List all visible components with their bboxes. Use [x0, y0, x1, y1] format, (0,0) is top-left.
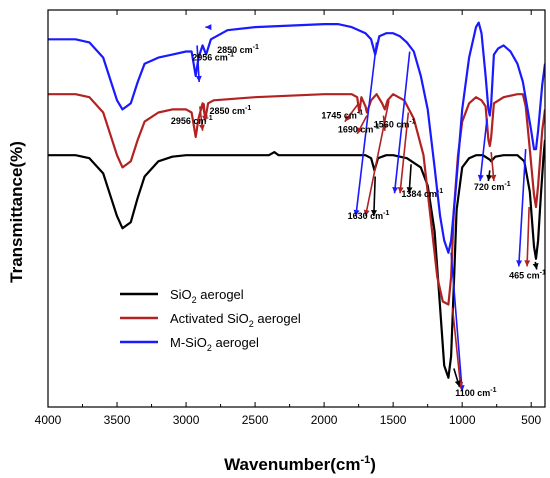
peak-label: 2850 cm-1 [217, 44, 259, 55]
peak-arrow [532, 261, 539, 270]
peak-label: 2956 cm-1 [192, 52, 234, 63]
peak-label: 1745 cm-1 [321, 110, 363, 121]
x-axis-title: Wavenumber(cm-1) [224, 454, 376, 474]
peak-arrow [205, 24, 212, 31]
peak-arrow [353, 42, 378, 217]
peak-arrow [490, 152, 497, 182]
peak-arrow [397, 112, 410, 194]
peak-arrow [406, 164, 413, 194]
peak-arrow [392, 51, 411, 194]
legend-label: M-SiO2 aerogel [170, 335, 259, 353]
peak-arrow [344, 102, 360, 123]
peak-label: 1560 cm-1 [374, 119, 416, 130]
peak-arrow [195, 45, 202, 83]
series-line-1 [48, 93, 545, 306]
series-line-2 [48, 21, 545, 254]
legend: SiO2 aerogel Activated SiO2 aerogel M-SiO2… [120, 287, 301, 353]
legend-label: SiO2 aerogel [170, 287, 244, 305]
x-tick-label: 3000 [173, 413, 200, 427]
peak-label: 1630 cm-1 [348, 210, 390, 221]
peak-label: 2956 cm-1 [171, 115, 213, 126]
peak-arrow [524, 206, 531, 267]
peak-arrow [516, 149, 527, 267]
peak-arrow [477, 118, 488, 182]
peak-arrow [453, 368, 461, 388]
legend-label: Activated SiO2 aerogel [170, 311, 301, 329]
x-tick-label: 4000 [35, 413, 62, 427]
x-tick-label: 500 [521, 413, 541, 427]
plot-frame [47, 9, 546, 408]
x-tick-label: 2000 [311, 413, 338, 427]
x-tick-label: 3500 [104, 413, 131, 427]
peak-label: 1384 cm-1 [401, 188, 443, 199]
peak-label: 2850 cm-1 [210, 105, 252, 116]
y-axis-title: Transmittance(%) [7, 141, 26, 283]
peak-arrow [356, 115, 368, 135]
peak-arrow [371, 176, 378, 217]
peak-arrow [486, 170, 493, 182]
x-tick-label: 1000 [449, 413, 476, 427]
x-tick-label: 1500 [380, 413, 407, 427]
series-line-0 [48, 139, 545, 379]
peak-label: 720 cm-1 [474, 181, 511, 192]
peak-label: 1100 cm-1 [455, 387, 496, 398]
peak-arrow [198, 106, 205, 131]
x-tick-label: 2500 [242, 413, 269, 427]
peak-arrow [201, 103, 208, 122]
peak-label: 1690 cm-1 [338, 123, 380, 134]
peak-label: 465 cm-1 [509, 270, 546, 281]
peak-arrow [363, 100, 390, 217]
